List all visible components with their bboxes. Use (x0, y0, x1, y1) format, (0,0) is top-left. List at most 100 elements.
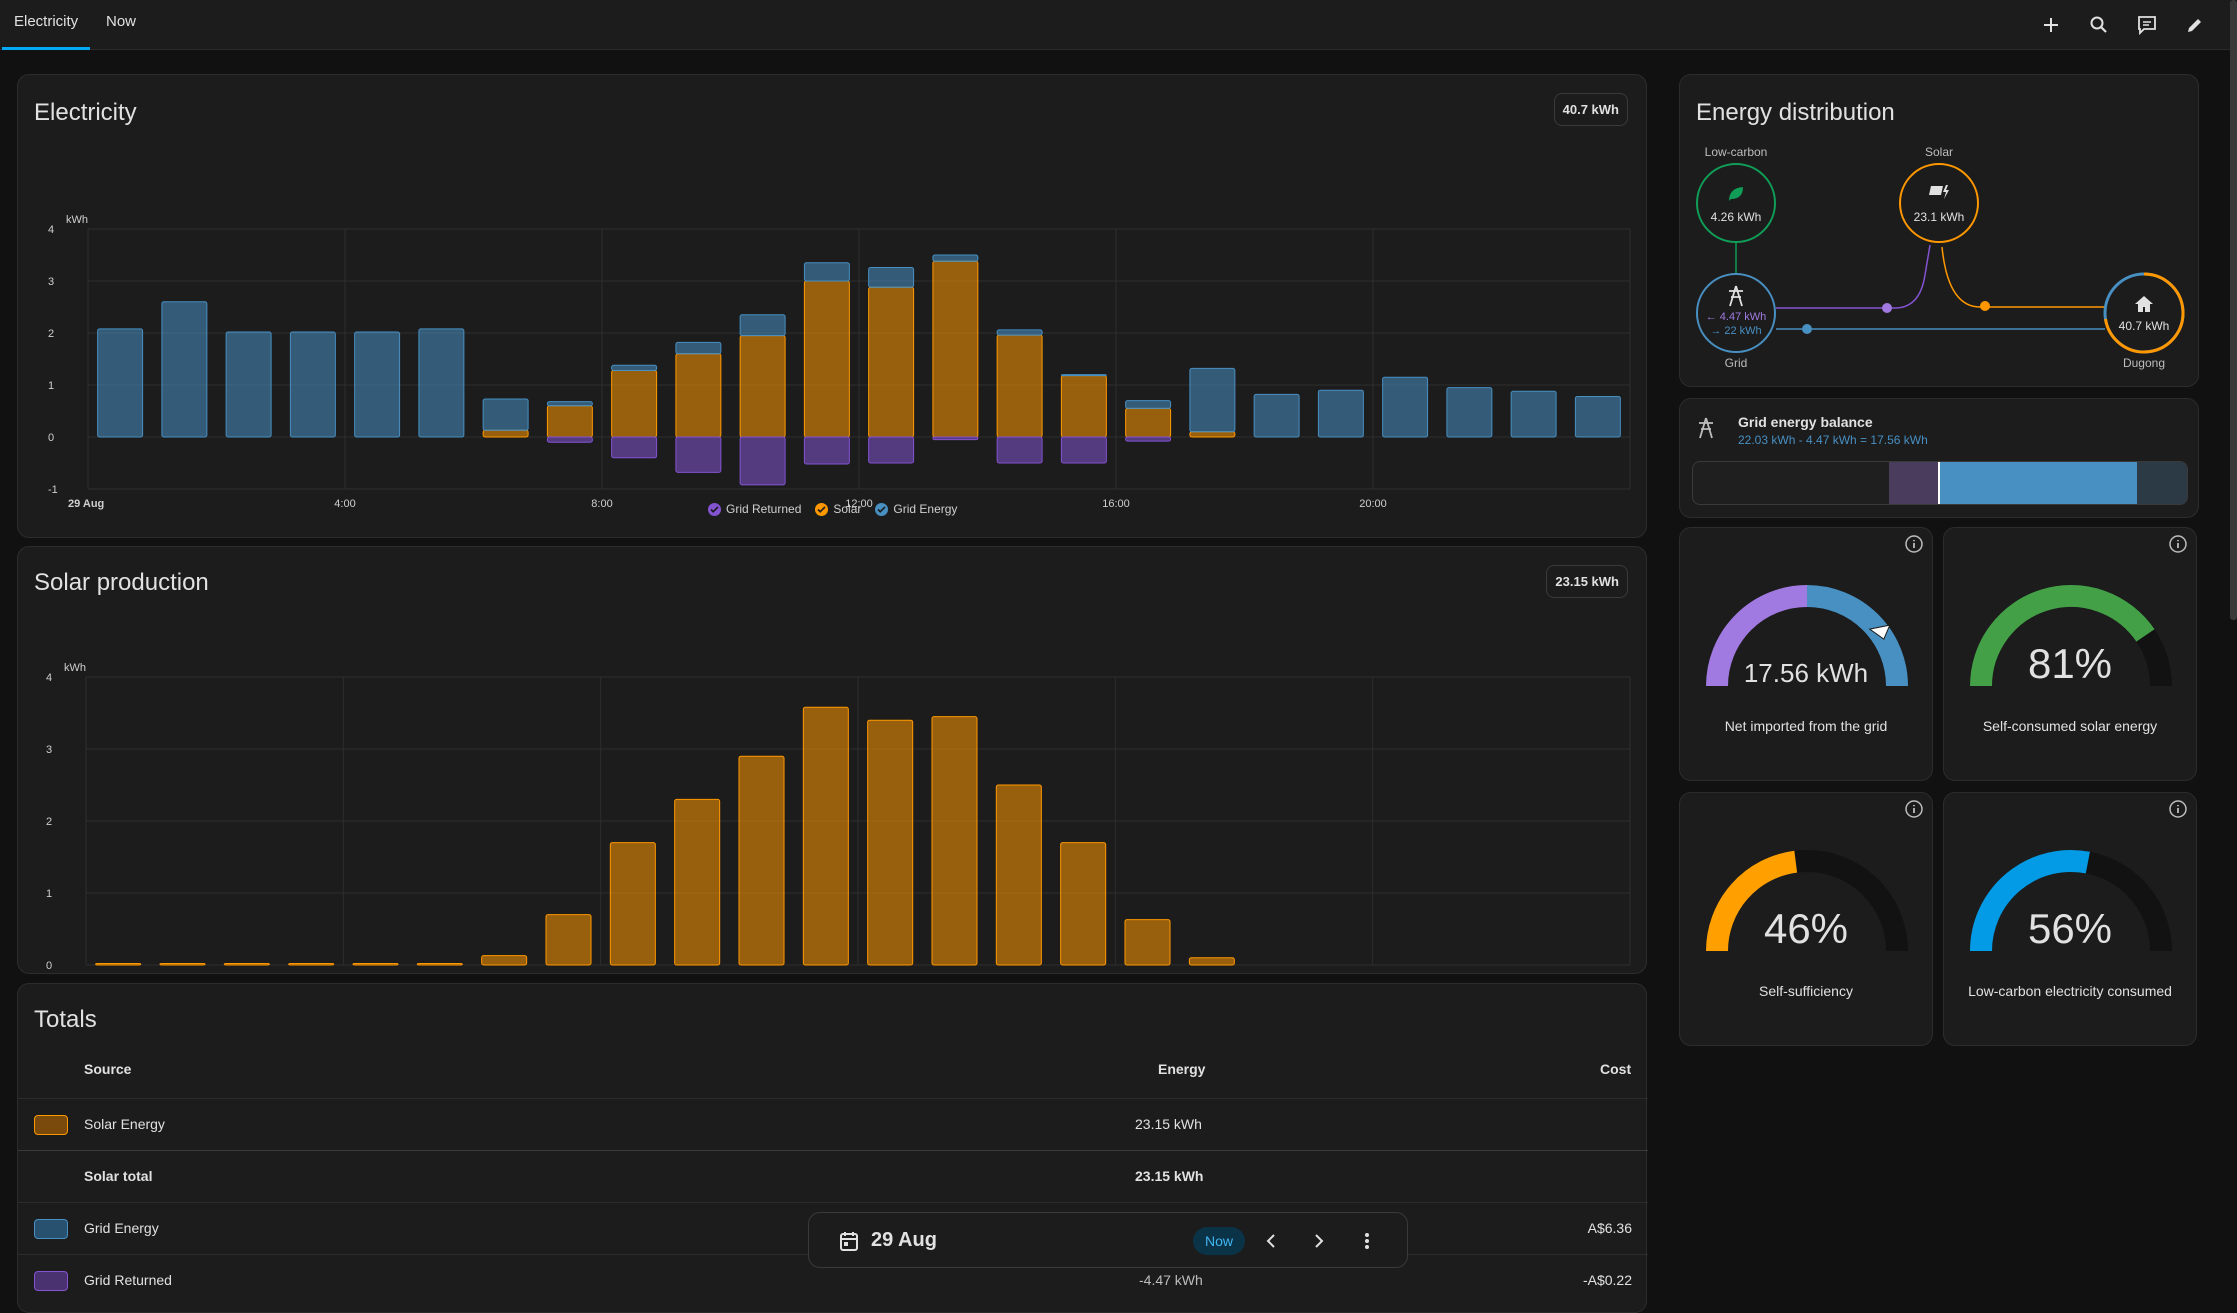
pencil-icon[interactable] (2179, 9, 2211, 41)
header-energy: Energy (1158, 1061, 1206, 1077)
low-carbon-label: Low-carbon (1704, 145, 1768, 159)
chevron-right-icon[interactable] (1309, 1231, 1329, 1256)
bar-grid-returned (611, 436, 658, 459)
info-icon[interactable] (1904, 799, 1924, 819)
solar-production-card: Solar production 23.15 kWh 4 3 2 1 0 kWh 29 Au… (17, 546, 1647, 975)
grid-out-value: → 22 kWh (1710, 325, 1762, 337)
x-tick-label: 12:00 (845, 498, 873, 510)
assist-icon[interactable] (2131, 9, 2163, 41)
plus-icon[interactable] (2035, 9, 2067, 41)
calendar-icon[interactable] (839, 1230, 859, 1257)
gauge-label: Low-carbon electricity consumed (1968, 983, 2172, 999)
bar-solar (95, 963, 142, 966)
transmission-tower-icon (1726, 285, 1746, 312)
scrollbar[interactable] (2230, 0, 2237, 620)
solar-label: Solar (1924, 145, 1953, 159)
solar-panel-icon (1929, 183, 1951, 206)
solar-chart: 4 3 2 1 0 kWh 29 Aug 4:00 8:00 12:00 16:00 20:00 (46, 662, 1631, 975)
x-tick-label: 4:00 (334, 498, 355, 510)
bar-grid-energy (996, 329, 1043, 336)
bar-grid-returned (1060, 436, 1107, 464)
search-icon[interactable] (2083, 9, 2115, 41)
now-button[interactable]: Now (1193, 1227, 1246, 1255)
gauge-needle (1868, 624, 1891, 640)
chevron-left-icon[interactable] (1261, 1231, 1281, 1256)
row-cost: -A$0.22 (1582, 1272, 1632, 1288)
y-tick-label: 1 (48, 380, 54, 392)
x-tick-label: 29 Aug (66, 974, 102, 975)
bar-solar (738, 755, 785, 966)
y-tick-label: 3 (48, 276, 54, 288)
x-tick-label: 20:00 (1359, 498, 1387, 510)
check-icon (875, 502, 889, 516)
table-row: Grid Energy A$6.36 (18, 1202, 1648, 1254)
chart-legend: Grid Returned Solar Grid Energy (708, 502, 957, 516)
bar-solar (868, 286, 915, 438)
y-tick-label: 2 (46, 816, 52, 828)
bar-grid-returned (675, 436, 722, 473)
legend-label: Grid Returned (726, 502, 802, 516)
bar-grid-energy (418, 328, 465, 438)
bar-solar (611, 369, 658, 438)
balance-bar (1692, 461, 2188, 505)
bar-grid-energy (1382, 376, 1429, 438)
info-icon[interactable] (2168, 534, 2188, 554)
bar-solar (674, 798, 721, 966)
gauge-fill-returned (1706, 585, 1808, 687)
info-icon[interactable] (2168, 799, 2188, 819)
gauge-label: Self-sufficiency (1759, 983, 1853, 999)
bar-solar (1124, 919, 1171, 966)
more-vert-icon[interactable] (1357, 1231, 1377, 1256)
balance-imported-segment (1938, 462, 2137, 504)
bar-grid-returned (868, 436, 915, 464)
row-source: Grid Returned (84, 1272, 172, 1288)
legend-grid-energy[interactable]: Grid Energy (875, 502, 957, 516)
bar-grid-energy (1317, 389, 1364, 438)
bar-solar (546, 405, 593, 438)
tab-electricity[interactable]: Electricity (2, 0, 91, 50)
home-icon (2134, 295, 2154, 318)
bar-solar (803, 280, 850, 438)
selected-date[interactable]: 29 Aug (871, 1229, 937, 1251)
info-icon[interactable] (1904, 534, 1924, 554)
card-title: Solar production (34, 569, 209, 596)
bar-grid-energy (1446, 387, 1493, 438)
bar-solar (739, 335, 786, 438)
row-cost: A$6.36 (1587, 1220, 1632, 1236)
y-axis-label: kWh (64, 662, 86, 674)
y-tick-label: 4 (48, 224, 54, 236)
bar-solar (223, 963, 270, 966)
bar-grid-energy (611, 364, 658, 371)
bar-grid-energy (1125, 400, 1172, 409)
gauge-fill (1970, 850, 2090, 952)
balance-rest (2137, 462, 2187, 504)
bar-solar (1060, 375, 1107, 438)
bar-grid-energy (546, 401, 593, 407)
bar-solar (995, 784, 1042, 966)
bar-grid-returned (932, 436, 979, 441)
x-tick-label: 16:00 (1102, 498, 1130, 510)
gauge-value: 81% (2027, 640, 2113, 687)
legend-grid-returned[interactable]: Grid Returned (708, 502, 801, 516)
header-source: Source (84, 1061, 132, 1077)
low-carbon-value: 4.26 kWh (1710, 210, 1762, 224)
gauge-value: 56% (2027, 905, 2113, 952)
x-tick-label: 29 Aug (68, 498, 104, 510)
row-energy: 23.15 kWh (1135, 1116, 1202, 1132)
gauge-card-self-sufficiency: 46% Self-sufficiency (1679, 792, 1933, 1046)
balance-returned-segment (1889, 462, 1939, 504)
grid-out-text: 22 kWh (1724, 325, 1762, 337)
bar-grid-energy (739, 314, 786, 337)
gauge-value: 17.56 kWh (1743, 658, 1869, 688)
bar-grid-energy (1574, 395, 1621, 438)
electricity-card: Electricity 40.7 kWh 4 3 2 1 0 -1 kWh 29 Aug 4:0… (17, 74, 1647, 538)
gauge-arc (1706, 850, 1908, 952)
tab-now[interactable]: Now (106, 13, 137, 30)
balance-marker (1937, 462, 1940, 504)
legend-solar[interactable]: Solar (815, 502, 861, 516)
bar-solar (1125, 407, 1172, 438)
bar-grid-energy (354, 331, 401, 438)
bar-grid-returned (803, 436, 850, 465)
bar-grid-energy (1060, 374, 1107, 377)
table-row: Solar Energy 23.15 kWh (18, 1098, 1648, 1150)
